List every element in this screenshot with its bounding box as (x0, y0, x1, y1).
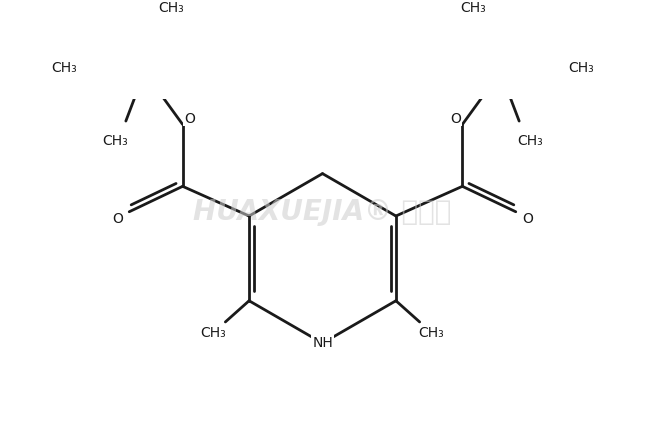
Text: CH₃: CH₃ (568, 61, 594, 75)
Text: HUAXUEJIA® 化学加: HUAXUEJIA® 化学加 (194, 198, 452, 226)
Text: CH₃: CH₃ (201, 326, 226, 340)
Text: CH₃: CH₃ (159, 1, 184, 15)
Text: CH₃: CH₃ (461, 1, 486, 15)
Text: O: O (112, 212, 123, 225)
Text: O: O (184, 111, 195, 125)
Text: CH₃: CH₃ (419, 326, 444, 340)
Text: CH₃: CH₃ (517, 135, 543, 149)
Text: O: O (522, 212, 533, 225)
Text: CH₃: CH₃ (51, 61, 77, 75)
Text: CH₃: CH₃ (102, 135, 128, 149)
Text: NH: NH (312, 336, 333, 350)
Text: O: O (450, 111, 461, 125)
